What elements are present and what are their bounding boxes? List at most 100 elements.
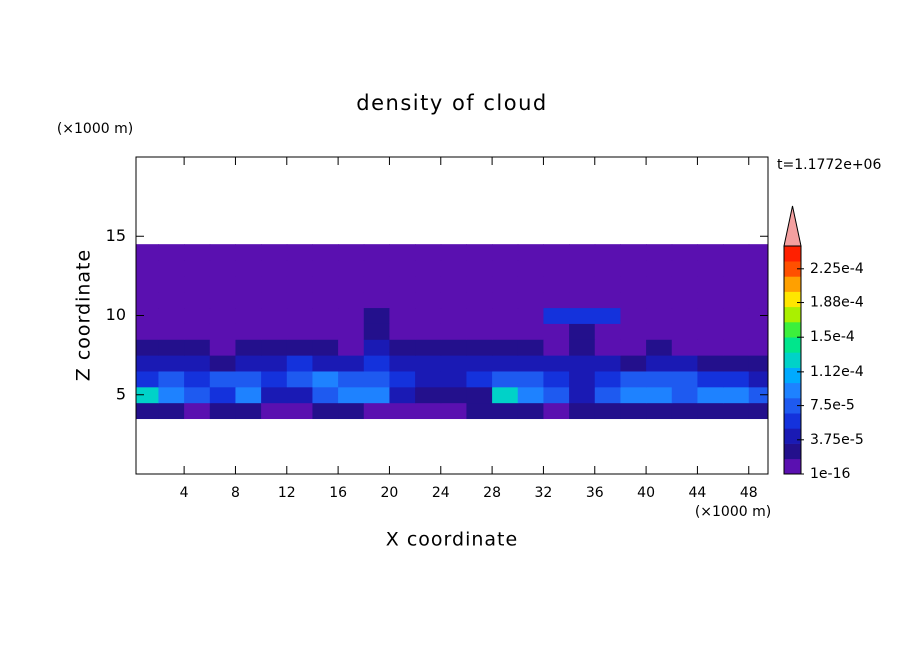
contour-cell bbox=[209, 307, 236, 324]
x-tick-label: 24 bbox=[432, 485, 450, 501]
contour-cell bbox=[261, 386, 288, 404]
x-tick-label: 16 bbox=[329, 485, 347, 501]
contour-cell bbox=[569, 386, 596, 404]
contour-cell bbox=[363, 339, 390, 356]
contour-cell bbox=[440, 244, 467, 261]
colorbar-band bbox=[784, 352, 801, 368]
contour-cell bbox=[748, 339, 768, 356]
contour-cell bbox=[235, 244, 262, 261]
colorbar-band bbox=[784, 246, 801, 262]
contour-cell bbox=[184, 339, 211, 356]
contour-cell bbox=[312, 323, 339, 340]
contour-cell bbox=[569, 307, 596, 324]
contour-cell bbox=[646, 402, 673, 420]
contour-cell bbox=[158, 355, 185, 372]
contour-cell bbox=[594, 386, 621, 404]
contour-cell bbox=[697, 402, 724, 420]
contour-cell bbox=[748, 275, 768, 293]
contour-cell bbox=[569, 402, 596, 420]
contour-cell bbox=[136, 339, 159, 356]
colorbar-band bbox=[784, 428, 801, 444]
contour-cell bbox=[492, 244, 519, 261]
x-axis-label: X coordinate bbox=[386, 529, 518, 551]
contour-cell bbox=[389, 260, 416, 277]
contour-cell bbox=[312, 370, 339, 388]
contour-cell bbox=[338, 386, 365, 404]
contour-cell bbox=[261, 307, 288, 324]
contour-cell bbox=[209, 355, 236, 372]
contour-cell bbox=[594, 275, 621, 293]
contour-cell bbox=[517, 402, 544, 420]
colorbar-band bbox=[784, 276, 801, 292]
contour-cell bbox=[594, 307, 621, 324]
contour-cell bbox=[286, 339, 313, 356]
contour-cell bbox=[286, 275, 313, 293]
colorbar-tick-label: 2.25e-4 bbox=[810, 261, 864, 277]
contour-cell bbox=[261, 323, 288, 340]
contour-cell bbox=[286, 307, 313, 324]
contour-cell bbox=[286, 260, 313, 277]
y-axis-label: Z coordinate bbox=[73, 249, 95, 381]
contour-cell bbox=[646, 275, 673, 293]
contour-cell bbox=[440, 402, 467, 420]
contour-cell bbox=[136, 386, 159, 404]
contour-cell bbox=[723, 275, 750, 293]
contour-cell bbox=[569, 275, 596, 293]
contour-cell bbox=[415, 291, 442, 309]
contour-cell bbox=[671, 260, 698, 277]
contour-cell bbox=[415, 260, 442, 277]
colorbar-band bbox=[784, 322, 801, 338]
colorbar-tick-label: 7.5e-5 bbox=[810, 398, 855, 414]
contour-cell bbox=[389, 307, 416, 324]
contour-cell bbox=[748, 402, 768, 420]
contour-cell bbox=[415, 323, 442, 340]
contour-cell bbox=[620, 275, 647, 293]
contour-cell bbox=[158, 323, 185, 340]
y-tick-label: 10 bbox=[106, 305, 126, 324]
colorbar-tick-label: 1.12e-4 bbox=[810, 364, 864, 380]
contour-cell bbox=[312, 307, 339, 324]
contour-cell bbox=[492, 386, 519, 404]
contour-cell bbox=[594, 402, 621, 420]
contour-cell bbox=[671, 339, 698, 356]
contour-cell bbox=[646, 307, 673, 324]
contour-cell bbox=[492, 339, 519, 356]
contour-cell bbox=[286, 370, 313, 388]
contour-cell bbox=[440, 370, 467, 388]
contour-cell bbox=[748, 307, 768, 324]
contour-cell bbox=[235, 260, 262, 277]
contour-cell bbox=[158, 370, 185, 388]
contour-cell bbox=[697, 339, 724, 356]
contour-cell bbox=[543, 323, 570, 340]
y-tick-label: 5 bbox=[116, 384, 126, 403]
contour-cell bbox=[697, 275, 724, 293]
contour-cell bbox=[723, 260, 750, 277]
contour-cell bbox=[723, 355, 750, 372]
contour-cell bbox=[286, 386, 313, 404]
contour-cell bbox=[492, 370, 519, 388]
contour-cell bbox=[415, 244, 442, 261]
contour-cell bbox=[671, 275, 698, 293]
contour-cell bbox=[466, 402, 493, 420]
colorbar-band bbox=[784, 382, 801, 399]
contour-cell bbox=[517, 386, 544, 404]
contour-cell bbox=[569, 323, 596, 340]
colorbar-band bbox=[784, 337, 801, 353]
contour-cell bbox=[748, 323, 768, 340]
contour-cell bbox=[389, 339, 416, 356]
contour-cell bbox=[286, 355, 313, 372]
contour-cell bbox=[569, 291, 596, 309]
contour-cell bbox=[748, 244, 768, 261]
contour-cell bbox=[723, 370, 750, 388]
contour-cell bbox=[261, 370, 288, 388]
contour-cell bbox=[286, 291, 313, 309]
contour-cell bbox=[209, 323, 236, 340]
contour-cell bbox=[363, 402, 390, 420]
contour-cell bbox=[517, 355, 544, 372]
contour-cell bbox=[184, 355, 211, 372]
x-tick-label: 20 bbox=[381, 485, 399, 501]
contour-cell bbox=[517, 323, 544, 340]
contour-cell bbox=[723, 323, 750, 340]
contour-cell bbox=[158, 244, 185, 261]
contour-cell bbox=[389, 355, 416, 372]
